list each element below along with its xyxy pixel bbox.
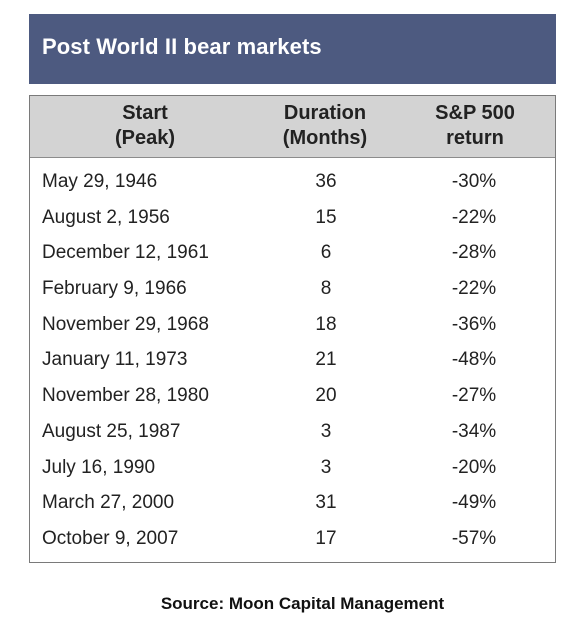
source-caption: Source: Moon Capital Management [160, 594, 445, 613]
start-date-cell: October 9, 2007 [42, 527, 179, 549]
duration-cell: 8 [320, 278, 332, 300]
header-start: Start (Peak) [85, 101, 205, 151]
return-cell: -57% [451, 527, 497, 549]
duration-cell: 6 [320, 242, 332, 264]
header-return-line-1: S&P 500 [435, 102, 515, 124]
return-cell: -34% [451, 420, 497, 442]
bear-markets-table: Start (Peak) Duration (Months) S&P 500 r… [29, 95, 556, 563]
return-cell: -30% [451, 171, 497, 192]
start-date-cell: November 28, 1980 [42, 385, 209, 407]
table-row: February 9, 1966 8 -22% [30, 275, 555, 311]
title-bar: Post World II bear markets [29, 14, 556, 84]
table-body: May 29, 1946 36 -30% August 2, 1956 15 -… [30, 168, 555, 561]
start-date-cell: December 12, 1961 [42, 242, 209, 264]
table-row: March 27, 2000 31 -49% [30, 489, 555, 525]
header-return-line-2: return [446, 127, 504, 149]
start-date-cell: August 2, 1956 [42, 206, 170, 228]
table-row: December 12, 1961 6 -28% [30, 239, 555, 275]
start-date-cell: August 25, 1987 [42, 420, 181, 442]
duration-cell: 36 [315, 171, 337, 192]
return-cell: -36% [451, 313, 497, 335]
table-row: May 29, 1946 36 -30% [30, 168, 555, 204]
table-row: November 28, 1980 20 -27% [30, 382, 555, 418]
page-title: Post World II bear markets [42, 34, 322, 59]
table-row: November 29, 1968 18 -36% [30, 311, 555, 347]
duration-cell: 31 [315, 492, 337, 514]
start-date-cell: February 9, 1966 [42, 278, 187, 300]
duration-cell: 17 [315, 527, 337, 549]
duration-cell: 18 [315, 313, 337, 335]
table-row: January 11, 1973 21 -48% [30, 346, 555, 382]
header-duration: Duration (Months) [265, 101, 385, 151]
table-row: August 25, 1987 3 -34% [30, 418, 555, 454]
return-cell: -20% [451, 456, 497, 478]
table-header-row: Start (Peak) Duration (Months) S&P 500 r… [30, 96, 555, 158]
return-cell: -49% [451, 492, 497, 514]
return-cell: -27% [451, 385, 497, 407]
table-row: July 16, 1990 3 -20% [30, 454, 555, 490]
start-date-cell: July 16, 1990 [42, 456, 156, 478]
header-return: S&P 500 return [415, 101, 535, 151]
table-row: October 9, 2007 17 -57% [30, 525, 555, 561]
duration-cell: 3 [320, 420, 332, 442]
return-cell: -48% [451, 349, 497, 371]
header-start-line-1: Start [122, 102, 168, 124]
return-cell: -22% [451, 278, 497, 300]
duration-cell: 21 [315, 349, 337, 371]
header-duration-line-2: (Months) [282, 127, 368, 149]
start-date-cell: May 29, 1946 [42, 171, 158, 192]
duration-cell: 15 [315, 206, 337, 228]
duration-cell: 20 [315, 385, 337, 407]
header-duration-line-1: Duration [283, 102, 367, 124]
start-date-cell: March 27, 2000 [42, 492, 175, 514]
duration-cell: 3 [320, 456, 332, 478]
start-date-cell: January 11, 1973 [42, 349, 188, 371]
table-row: August 2, 1956 15 -22% [30, 204, 555, 240]
return-cell: -22% [451, 206, 497, 228]
header-start-line-2: (Peak) [114, 127, 176, 149]
start-date-cell: November 29, 1968 [42, 313, 209, 335]
return-cell: -28% [451, 242, 497, 264]
